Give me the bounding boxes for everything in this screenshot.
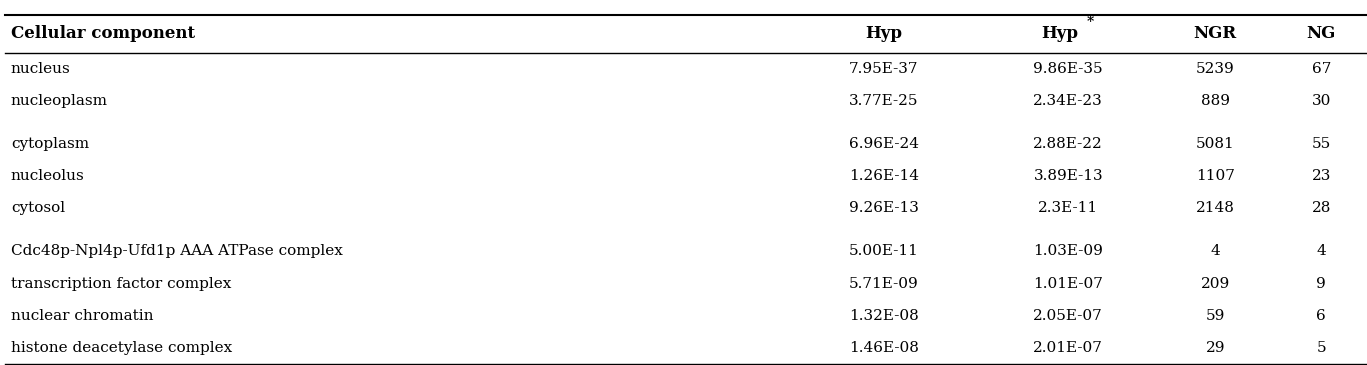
Text: NGR: NGR	[1193, 25, 1237, 42]
Text: *: *	[1087, 15, 1094, 29]
Text: 2.3E-11: 2.3E-11	[1039, 201, 1098, 215]
Text: 2.34E-23: 2.34E-23	[1033, 94, 1103, 108]
Text: 7.95E-37: 7.95E-37	[849, 62, 919, 76]
Text: 9.86E-35: 9.86E-35	[1033, 62, 1103, 76]
Text: Hyp: Hyp	[1042, 25, 1079, 42]
Text: histone deacetylase complex: histone deacetylase complex	[11, 341, 232, 355]
Text: cytoplasm: cytoplasm	[11, 137, 89, 151]
Text: 5.00E-11: 5.00E-11	[849, 245, 919, 258]
Text: 67: 67	[1311, 62, 1331, 76]
Text: 5.71E-09: 5.71E-09	[849, 277, 919, 291]
Text: 28: 28	[1311, 201, 1331, 215]
Text: Cellular component: Cellular component	[11, 25, 195, 42]
Text: 6: 6	[1316, 309, 1326, 323]
Text: 4: 4	[1210, 245, 1221, 258]
Text: 5239: 5239	[1196, 62, 1234, 76]
Text: 2.88E-22: 2.88E-22	[1033, 137, 1103, 151]
Text: 2.05E-07: 2.05E-07	[1033, 309, 1103, 323]
Text: Cdc48p-Npl4p-Ufd1p AAA ATPase complex: Cdc48p-Npl4p-Ufd1p AAA ATPase complex	[11, 245, 343, 258]
Text: 1.46E-08: 1.46E-08	[849, 341, 919, 355]
Text: 23: 23	[1311, 169, 1331, 183]
Text: 209: 209	[1200, 277, 1230, 291]
Text: nuclear chromatin: nuclear chromatin	[11, 309, 153, 323]
Text: 3.89E-13: 3.89E-13	[1033, 169, 1103, 183]
Text: 1.03E-09: 1.03E-09	[1033, 245, 1103, 258]
Text: nucleoplasm: nucleoplasm	[11, 94, 108, 108]
Text: nucleus: nucleus	[11, 62, 71, 76]
Text: 59: 59	[1206, 309, 1225, 323]
Text: 1.01E-07: 1.01E-07	[1033, 277, 1103, 291]
Text: Hyp: Hyp	[865, 25, 902, 42]
Text: 1107: 1107	[1196, 169, 1234, 183]
Text: 1.32E-08: 1.32E-08	[849, 309, 919, 323]
Text: 5: 5	[1316, 341, 1326, 355]
Text: 30: 30	[1311, 94, 1331, 108]
Text: 2.01E-07: 2.01E-07	[1033, 341, 1103, 355]
Text: transcription factor complex: transcription factor complex	[11, 277, 231, 291]
Text: 4: 4	[1316, 245, 1326, 258]
Text: 5081: 5081	[1196, 137, 1234, 151]
Text: NG: NG	[1307, 25, 1336, 42]
Text: 1.26E-14: 1.26E-14	[849, 169, 919, 183]
Text: 889: 889	[1200, 94, 1230, 108]
Text: 3.77E-25: 3.77E-25	[849, 94, 919, 108]
Text: nucleolus: nucleolus	[11, 169, 85, 183]
Text: cytosol: cytosol	[11, 201, 66, 215]
Text: 9.26E-13: 9.26E-13	[849, 201, 919, 215]
Text: 9: 9	[1316, 277, 1326, 291]
Text: 6.96E-24: 6.96E-24	[849, 137, 919, 151]
Text: 2148: 2148	[1196, 201, 1234, 215]
Text: 55: 55	[1311, 137, 1331, 151]
Text: 29: 29	[1206, 341, 1225, 355]
